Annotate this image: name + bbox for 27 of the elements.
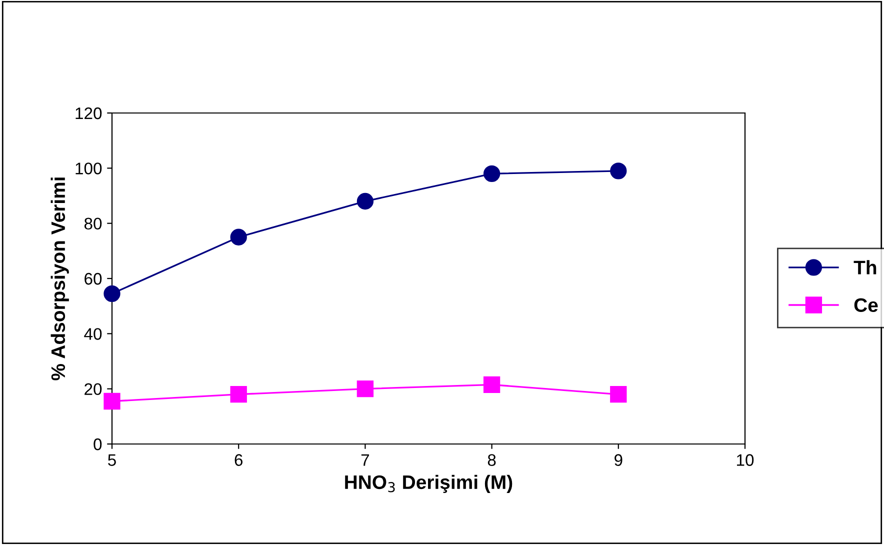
point [356, 380, 374, 398]
point [356, 192, 374, 210]
y-tick-label: 40 [84, 328, 102, 340]
y-tick-label: 80 [84, 218, 102, 230]
point [104, 285, 120, 302]
y-tick-label: 120 [76, 107, 102, 120]
x-axis-title: HNO$_{3}$ Derişimi (M) [345, 474, 512, 493]
x-tick-label: 7 [361, 454, 369, 466]
x-tick-label: 10 [737, 454, 754, 466]
x-tick-label: 9 [614, 454, 622, 466]
point [483, 165, 500, 182]
point [610, 386, 627, 403]
point [104, 392, 120, 410]
x-tick-label: 6 [234, 454, 242, 466]
y-axis-title: % Adsorpsiyon Verimi [50, 178, 69, 380]
point [230, 228, 247, 246]
y-tick-label: 60 [84, 272, 102, 285]
legend-label: Ce [854, 298, 878, 312]
point [230, 386, 247, 403]
x-tick-label: 8 [488, 454, 496, 466]
point [610, 162, 627, 180]
point [483, 376, 500, 394]
legend-label: Th [854, 260, 876, 274]
y-tick-label: 0 [94, 438, 102, 450]
y-tick-label: 20 [84, 383, 102, 396]
x-tick-label: 5 [108, 454, 116, 466]
y-tick-label: 100 [76, 162, 102, 174]
